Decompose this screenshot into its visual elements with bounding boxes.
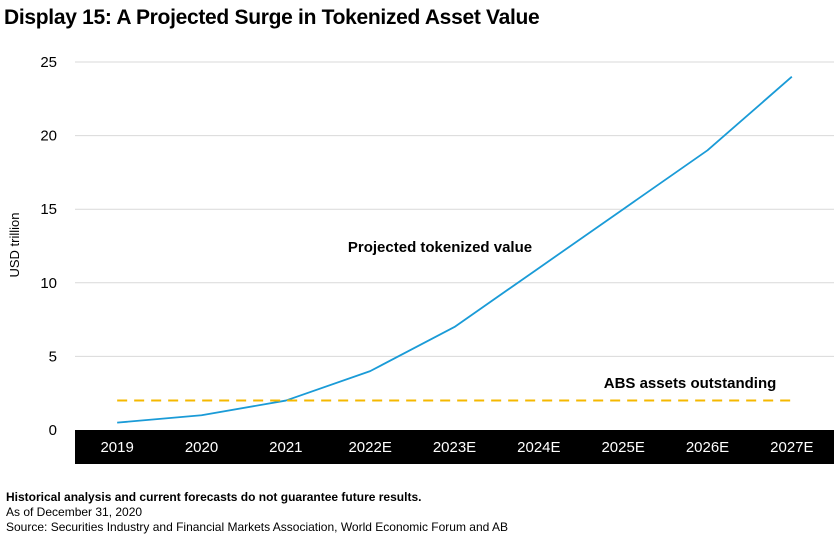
as-of-date: As of December 31, 2020 bbox=[6, 505, 143, 519]
series-label-abs: ABS assets outstanding bbox=[604, 375, 777, 392]
line-chart: 0 5 10 15 20 25 USD trillion 2019 2020 2021 2022… bbox=[7, 54, 834, 464]
disclaimer-note: Historical analysis and current forecast… bbox=[6, 490, 422, 504]
x-tick-label: 2026E bbox=[686, 439, 729, 456]
x-tick-label: 2021 bbox=[269, 439, 302, 456]
chart-title: Display 15: A Projected Surge in Tokeniz… bbox=[4, 6, 540, 29]
x-tick-label: 2019 bbox=[100, 439, 133, 456]
x-tick-label: 2022E bbox=[348, 439, 391, 456]
x-tick-label: 2025E bbox=[601, 439, 644, 456]
source-note: Source: Securities Industry and Financia… bbox=[6, 520, 509, 534]
y-tick-label: 15 bbox=[40, 201, 57, 218]
x-tick-label: 2020 bbox=[185, 439, 218, 456]
y-tick-label: 20 bbox=[40, 128, 57, 145]
gridlines bbox=[75, 61, 834, 357]
y-axis-label: USD trillion bbox=[7, 212, 22, 277]
x-axis-band bbox=[75, 430, 834, 464]
y-tick-label: 10 bbox=[40, 275, 57, 292]
y-tick-label: 5 bbox=[49, 348, 57, 365]
x-tick-label: 2023E bbox=[433, 439, 476, 456]
series-line-projected-tokenized-value bbox=[117, 76, 793, 424]
y-tick-label: 0 bbox=[49, 422, 57, 439]
series-lines bbox=[117, 76, 793, 424]
x-tick-labels: 2019 2020 2021 2022E 2023E 2024E 2025E 2026E 202… bbox=[100, 439, 813, 456]
y-tick-label: 25 bbox=[40, 54, 57, 71]
x-tick-label: 2024E bbox=[517, 439, 560, 456]
x-tick-label: 2027E bbox=[770, 439, 813, 456]
series-label-projected: Projected tokenized value bbox=[348, 239, 532, 256]
y-tick-labels: 0 5 10 15 20 25 bbox=[40, 54, 57, 439]
